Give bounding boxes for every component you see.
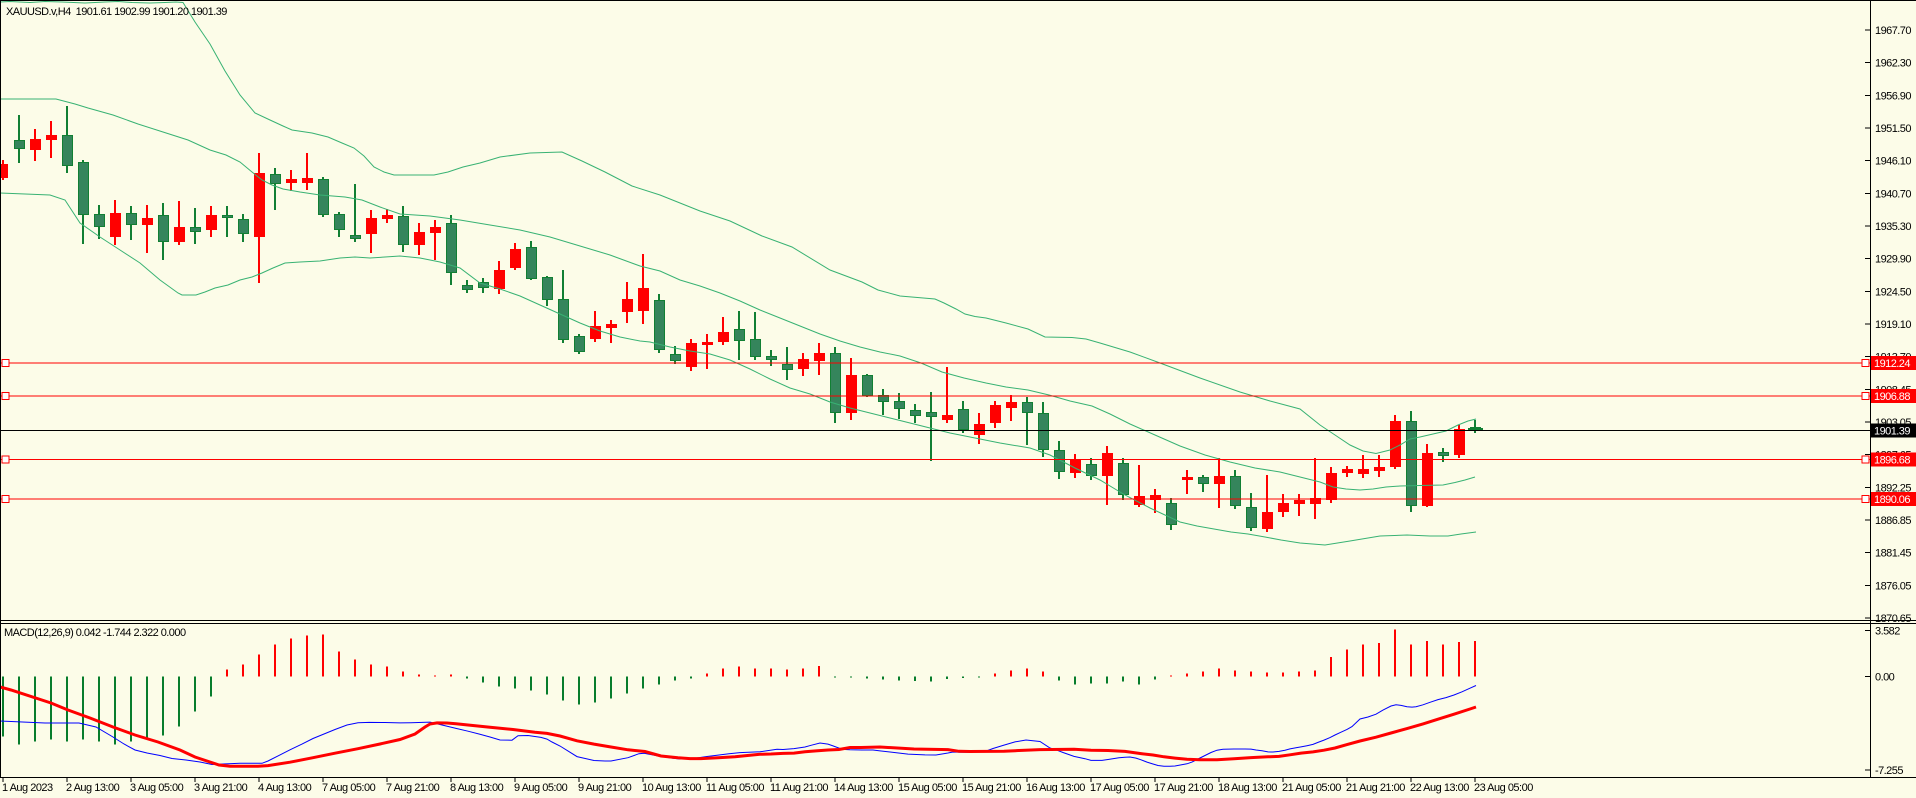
svg-text:7 Aug 21:00: 7 Aug 21:00 — [386, 782, 440, 794]
svg-text:16 Aug 13:00: 16 Aug 13:00 — [1026, 782, 1085, 794]
svg-text:3.582: 3.582 — [1875, 626, 1900, 638]
svg-text:1924.50: 1924.50 — [1875, 286, 1911, 298]
svg-text:14 Aug 13:00: 14 Aug 13:00 — [834, 782, 893, 794]
svg-text:1946.10: 1946.10 — [1875, 156, 1911, 168]
svg-text:4 Aug 13:00: 4 Aug 13:00 — [258, 782, 312, 794]
svg-text:-7.255: -7.255 — [1875, 765, 1903, 777]
svg-text:11 Aug 21:00: 11 Aug 21:00 — [770, 782, 828, 794]
svg-text:1890.06: 1890.06 — [1874, 494, 1910, 506]
svg-text:10 Aug 13:00: 10 Aug 13:00 — [642, 782, 701, 794]
svg-text:1892.25: 1892.25 — [1875, 482, 1911, 494]
svg-text:1876.05: 1876.05 — [1875, 580, 1911, 592]
svg-text:1951.50: 1951.50 — [1875, 123, 1911, 135]
svg-text:1886.85: 1886.85 — [1875, 515, 1911, 527]
svg-text:1935.30: 1935.30 — [1875, 221, 1911, 233]
svg-text:1929.90: 1929.90 — [1875, 254, 1911, 266]
svg-text:XAUUSD.v,H4 1901.61 1902.99 1: XAUUSD.v,H4 1901.61 1902.99 1901.20 1901… — [6, 6, 227, 18]
svg-text:1 Aug 2023: 1 Aug 2023 — [2, 782, 53, 794]
svg-text:21 Aug 21:00: 21 Aug 21:00 — [1346, 782, 1405, 794]
svg-text:7 Aug 05:00: 7 Aug 05:00 — [322, 782, 376, 794]
svg-text:15 Aug 05:00: 15 Aug 05:00 — [898, 782, 957, 794]
svg-text:1906.88: 1906.88 — [1874, 391, 1910, 403]
svg-text:1962.30: 1962.30 — [1875, 58, 1911, 70]
svg-text:18 Aug 13:00: 18 Aug 13:00 — [1218, 782, 1277, 794]
svg-text:17 Aug 21:00: 17 Aug 21:00 — [1154, 782, 1213, 794]
svg-text:1870.65: 1870.65 — [1875, 613, 1911, 625]
svg-text:2 Aug 13:00: 2 Aug 13:00 — [66, 782, 120, 794]
svg-text:1896.68: 1896.68 — [1874, 455, 1910, 467]
svg-text:22 Aug 13:00: 22 Aug 13:00 — [1410, 782, 1469, 794]
svg-text:1912.24: 1912.24 — [1874, 358, 1910, 370]
svg-text:0.00: 0.00 — [1875, 671, 1895, 683]
svg-text:1956.90: 1956.90 — [1875, 90, 1911, 102]
svg-text:3 Aug 05:00: 3 Aug 05:00 — [130, 782, 184, 794]
svg-text:15 Aug 21:00: 15 Aug 21:00 — [962, 782, 1021, 794]
svg-text:21 Aug 05:00: 21 Aug 05:00 — [1282, 782, 1341, 794]
svg-text:11 Aug 05:00: 11 Aug 05:00 — [706, 782, 764, 794]
svg-text:8 Aug 13:00: 8 Aug 13:00 — [450, 782, 504, 794]
svg-text:1940.70: 1940.70 — [1875, 188, 1911, 200]
svg-text:9 Aug 21:00: 9 Aug 21:00 — [578, 782, 632, 794]
svg-text:1901.39: 1901.39 — [1874, 426, 1910, 438]
svg-text:9 Aug 05:00: 9 Aug 05:00 — [514, 782, 568, 794]
svg-text:MACD(12,26,9) 0.042 -1.744 2.3: MACD(12,26,9) 0.042 -1.744 2.322 0.000 — [4, 627, 186, 639]
svg-text:23 Aug 05:00: 23 Aug 05:00 — [1474, 782, 1533, 794]
svg-text:17 Aug 05:00: 17 Aug 05:00 — [1090, 782, 1149, 794]
svg-text:3 Aug 21:00: 3 Aug 21:00 — [194, 782, 248, 794]
svg-text:1881.45: 1881.45 — [1875, 548, 1911, 560]
svg-text:1919.10: 1919.10 — [1875, 319, 1911, 331]
svg-text:1967.70: 1967.70 — [1875, 25, 1911, 37]
